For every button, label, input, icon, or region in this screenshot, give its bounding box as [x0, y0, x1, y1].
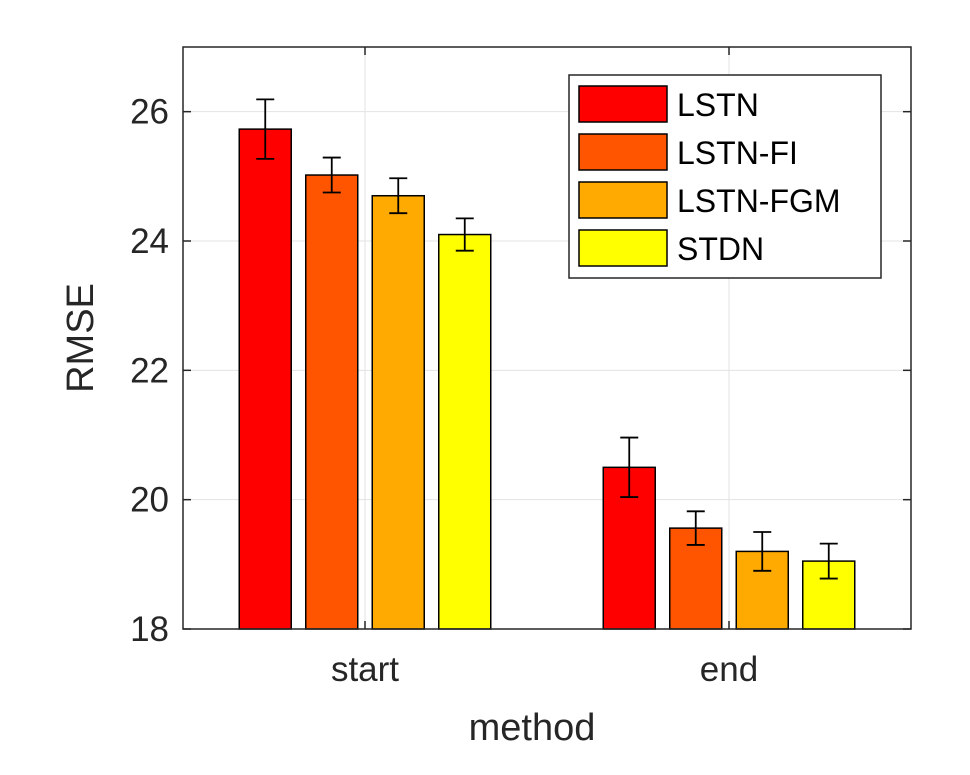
y-tick-label: 26	[130, 93, 169, 132]
y-tick-label: 20	[130, 481, 169, 520]
x-tick-label: end	[700, 650, 758, 689]
bars	[238, 128, 856, 630]
legend-swatch-lstn	[578, 85, 668, 123]
error-bars	[256, 98, 838, 580]
plot-frame	[182, 46, 912, 630]
x-axis-label: method	[469, 707, 596, 749]
x-tick-label: start	[331, 650, 399, 689]
legend: LSTN LSTN-FI LSTN-FGM STDN	[568, 74, 882, 279]
y-tick-label: 22	[130, 351, 169, 390]
y-axis-label: RMSE	[60, 283, 102, 393]
legend-swatch-lstn-fgm	[578, 181, 668, 219]
legend-label: STDN	[677, 231, 764, 267]
legend-label: LSTN	[677, 87, 759, 123]
legend-label: LSTN-FGM	[677, 183, 841, 219]
y-tick-label: 18	[130, 610, 169, 649]
legend-swatch-stdn	[578, 229, 668, 267]
y-tick-label: 24	[130, 222, 169, 261]
bar-stdn	[438, 233, 492, 630]
legend-swatch-lstn-fi	[578, 133, 668, 171]
bar-lstn	[238, 128, 292, 630]
grid-lines	[183, 47, 911, 629]
bar-lstn-fgm	[371, 194, 425, 630]
bar-lstn-fi	[305, 174, 359, 630]
axis-ticks: 18 20 22 24 26 start end	[130, 47, 911, 689]
legend-label: LSTN-FI	[677, 135, 798, 171]
